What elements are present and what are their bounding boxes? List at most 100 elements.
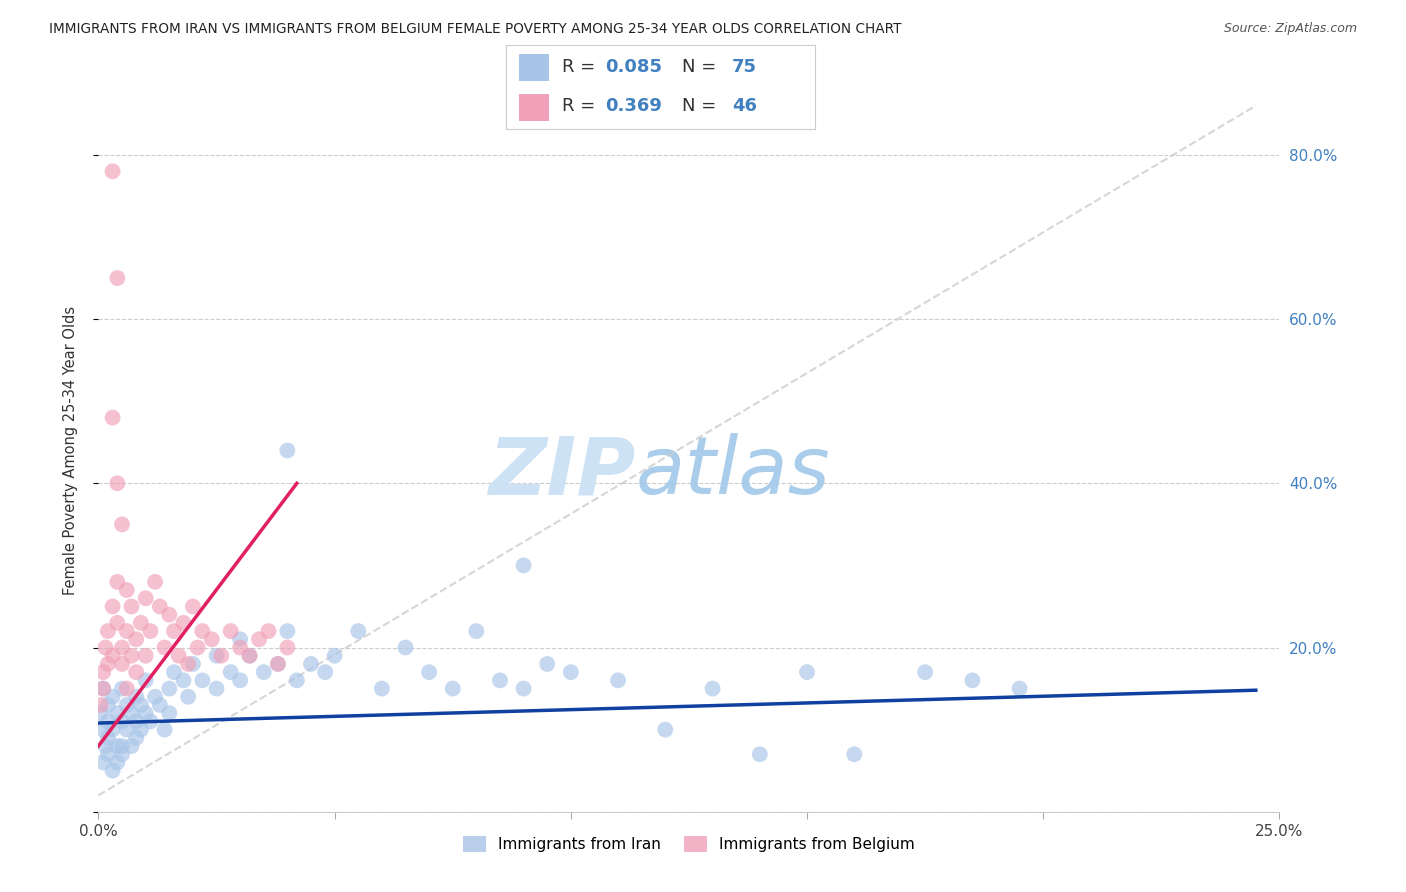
Point bbox=[962, 673, 984, 688]
Point bbox=[205, 648, 228, 663]
Point bbox=[111, 681, 134, 696]
Point bbox=[163, 665, 186, 680]
Point bbox=[1008, 681, 1031, 696]
Text: ZIP: ZIP bbox=[488, 434, 636, 511]
Point bbox=[97, 731, 120, 745]
Point bbox=[167, 648, 190, 663]
Point bbox=[181, 657, 204, 671]
Point bbox=[105, 739, 128, 753]
Point bbox=[115, 698, 138, 712]
Point bbox=[91, 723, 114, 737]
Point bbox=[111, 640, 134, 655]
Point bbox=[191, 624, 214, 639]
Point bbox=[97, 698, 120, 712]
Point bbox=[94, 640, 117, 655]
Point bbox=[219, 665, 242, 680]
Point bbox=[115, 624, 138, 639]
Point bbox=[135, 673, 157, 688]
Text: N =: N = bbox=[682, 97, 723, 115]
Point bbox=[105, 615, 128, 630]
Point bbox=[139, 624, 162, 639]
Point bbox=[105, 476, 128, 491]
Point bbox=[121, 599, 143, 614]
Point bbox=[111, 739, 134, 753]
Point bbox=[394, 640, 416, 655]
Point bbox=[157, 681, 180, 696]
Point bbox=[101, 690, 124, 704]
Point bbox=[149, 698, 172, 712]
Point bbox=[418, 665, 440, 680]
Point bbox=[115, 582, 138, 597]
Point bbox=[285, 673, 308, 688]
Point bbox=[489, 673, 512, 688]
Point bbox=[121, 648, 143, 663]
Point bbox=[229, 640, 252, 655]
Point bbox=[177, 657, 200, 671]
FancyBboxPatch shape bbox=[519, 54, 550, 81]
Point bbox=[125, 632, 148, 647]
Point bbox=[219, 624, 242, 639]
Point bbox=[239, 648, 262, 663]
Point bbox=[201, 632, 224, 647]
Point bbox=[91, 756, 114, 770]
Point bbox=[97, 657, 120, 671]
Point bbox=[101, 410, 124, 425]
Point bbox=[139, 714, 162, 729]
Point bbox=[101, 648, 124, 663]
Point bbox=[172, 673, 194, 688]
Point bbox=[163, 624, 186, 639]
Point bbox=[209, 648, 232, 663]
Point bbox=[101, 164, 124, 178]
Point bbox=[111, 747, 134, 762]
Point bbox=[135, 591, 157, 606]
Point bbox=[97, 624, 120, 639]
Point bbox=[94, 739, 117, 753]
Point bbox=[512, 681, 534, 696]
Point bbox=[844, 747, 866, 762]
Point bbox=[347, 624, 370, 639]
Point bbox=[796, 665, 818, 680]
Text: 75: 75 bbox=[733, 59, 756, 77]
Legend: Immigrants from Iran, Immigrants from Belgium: Immigrants from Iran, Immigrants from Be… bbox=[457, 830, 921, 858]
Point bbox=[187, 640, 209, 655]
Text: atlas: atlas bbox=[636, 434, 831, 511]
Text: 0.369: 0.369 bbox=[605, 97, 662, 115]
Point bbox=[129, 723, 152, 737]
Text: 0.085: 0.085 bbox=[605, 59, 662, 77]
Point bbox=[239, 648, 262, 663]
Point bbox=[276, 640, 298, 655]
Point bbox=[229, 632, 252, 647]
Point bbox=[111, 657, 134, 671]
Text: R =: R = bbox=[562, 59, 600, 77]
Point bbox=[121, 739, 143, 753]
Point bbox=[314, 665, 336, 680]
Point bbox=[914, 665, 936, 680]
Y-axis label: Female Poverty Among 25-34 Year Olds: Female Poverty Among 25-34 Year Olds bbox=[63, 306, 77, 595]
Point bbox=[149, 599, 172, 614]
Point bbox=[229, 673, 252, 688]
Point bbox=[512, 558, 534, 573]
Text: Source: ZipAtlas.com: Source: ZipAtlas.com bbox=[1223, 22, 1357, 36]
Point bbox=[153, 723, 176, 737]
Point bbox=[129, 615, 152, 630]
Point bbox=[105, 706, 128, 721]
Point bbox=[607, 673, 630, 688]
Point bbox=[91, 681, 114, 696]
Point bbox=[125, 731, 148, 745]
Point bbox=[276, 624, 298, 639]
Point bbox=[143, 690, 166, 704]
Point bbox=[441, 681, 464, 696]
Point bbox=[97, 747, 120, 762]
Point bbox=[125, 714, 148, 729]
Point bbox=[267, 657, 290, 671]
Point bbox=[654, 723, 676, 737]
Point bbox=[748, 747, 770, 762]
Point bbox=[299, 657, 322, 671]
Point bbox=[135, 706, 157, 721]
Point bbox=[143, 574, 166, 589]
Point bbox=[323, 648, 346, 663]
Point bbox=[115, 723, 138, 737]
Point bbox=[90, 698, 112, 712]
Point bbox=[91, 681, 114, 696]
Point bbox=[205, 681, 228, 696]
